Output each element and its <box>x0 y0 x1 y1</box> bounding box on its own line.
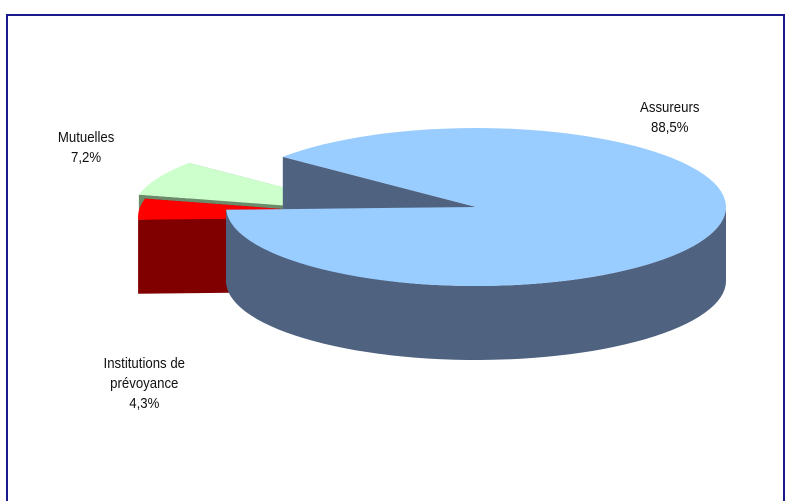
label-institutions-value: 4,3% <box>104 394 185 414</box>
label-institutions-line2: prévoyance <box>104 374 185 394</box>
pie-chart <box>8 16 787 503</box>
label-institutions-line1: Institutions de <box>104 354 185 374</box>
label-assureurs-name: Assureurs <box>640 98 699 118</box>
label-assureurs-value: 88,5% <box>640 118 699 138</box>
label-mutuelles-value: 7,2% <box>58 148 114 168</box>
label-institutions: Institutions de prévoyance 4,3% <box>104 354 185 414</box>
label-assureurs: Assureurs 88,5% <box>640 98 699 138</box>
label-mutuelles: Mutuelles 7,2% <box>58 128 114 168</box>
slice-assureurs <box>226 128 726 360</box>
label-mutuelles-name: Mutuelles <box>58 128 114 148</box>
chart-frame: Assureurs 88,5% Mutuelles 7,2% Instituti… <box>6 14 785 501</box>
